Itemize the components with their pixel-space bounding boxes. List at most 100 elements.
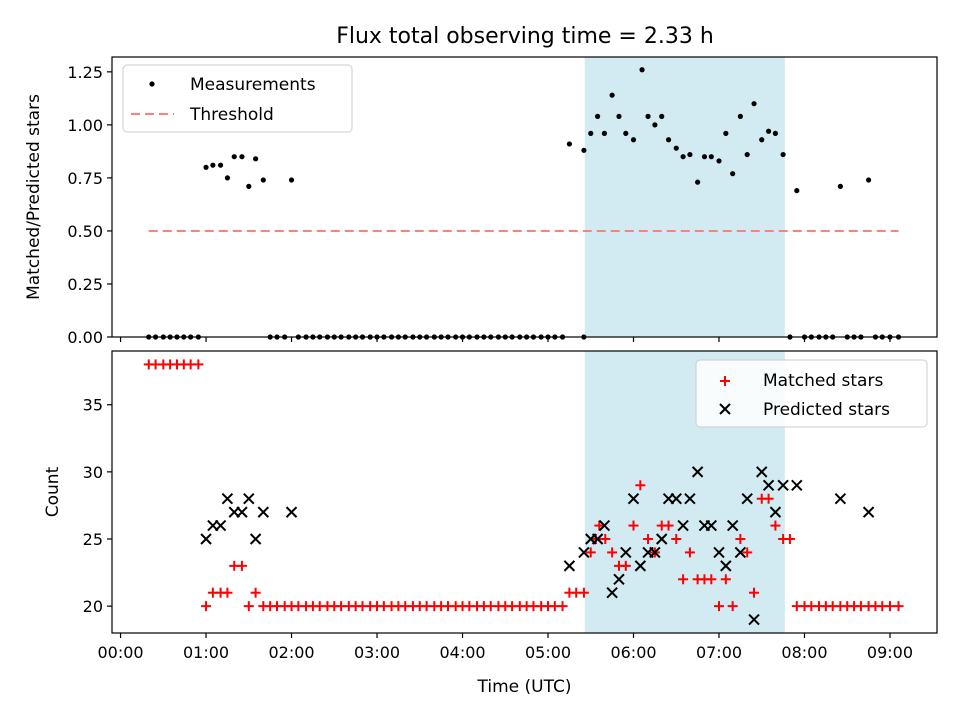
- data-point: [691, 466, 704, 478]
- y-tick-label: 20: [83, 597, 103, 616]
- data-point: [601, 130, 608, 136]
- data-point: [791, 479, 803, 491]
- legend: Matched stars Predicted stars: [695, 359, 928, 428]
- data-point: [594, 520, 605, 531]
- data-point: [794, 188, 800, 194]
- data-point: [705, 519, 718, 532]
- legend-marker-measurements: [149, 81, 155, 87]
- series-matched-stars: [143, 359, 904, 612]
- data-point: [684, 547, 695, 558]
- data-point: [652, 122, 658, 128]
- data-point: [663, 520, 674, 531]
- data-point: [249, 533, 262, 545]
- data-point: [769, 506, 782, 518]
- legend-box: [695, 359, 928, 428]
- y-axis-label: Count: [43, 466, 63, 517]
- y-tick-label: 0.25: [67, 275, 103, 294]
- data-point: [673, 145, 679, 151]
- data-point: [748, 613, 760, 626]
- data-point: [770, 520, 781, 531]
- data-point: [763, 493, 774, 504]
- data-point: [893, 601, 904, 612]
- data-point: [834, 493, 847, 505]
- x-tick-label: 02:00: [268, 643, 314, 662]
- data-point: [578, 587, 589, 598]
- data-point: [866, 177, 872, 183]
- data-point: [201, 601, 212, 612]
- data-point: [236, 560, 247, 571]
- data-point: [210, 162, 216, 168]
- data-point: [716, 158, 722, 164]
- data-point: [609, 92, 615, 98]
- data-point: [730, 171, 736, 177]
- data-point: [695, 179, 701, 185]
- data-point: [623, 130, 629, 136]
- legend-label: Predicted stars: [763, 400, 890, 420]
- data-point: [200, 533, 212, 545]
- data-point: [784, 534, 795, 544]
- data-point: [708, 154, 714, 160]
- axes-frame: [111, 350, 938, 634]
- data-point: [742, 547, 753, 558]
- data-point: [285, 506, 298, 518]
- data-point: [250, 587, 261, 598]
- data-point: [600, 534, 611, 544]
- x-axis-label: Time (UTC): [477, 677, 572, 697]
- legend-label: Threshold: [189, 105, 274, 125]
- data-point: [643, 534, 654, 544]
- data-point: [862, 506, 875, 518]
- legend-box: [122, 64, 353, 133]
- data-point: [260, 177, 266, 183]
- data-point: [598, 519, 611, 532]
- data-point: [635, 480, 646, 491]
- axes-frame: [111, 56, 938, 338]
- legend-marker-matched: [720, 376, 730, 386]
- data-point: [645, 113, 651, 119]
- data-point: [735, 534, 746, 544]
- data-point: [649, 546, 661, 559]
- data-point: [744, 151, 750, 158]
- data-point: [665, 137, 672, 143]
- legend-label: Matched stars: [763, 371, 883, 391]
- data-point: [720, 560, 732, 572]
- data-point: [221, 493, 234, 505]
- data-point: [246, 183, 252, 189]
- data-point: [749, 587, 760, 598]
- data-point: [772, 130, 779, 136]
- y-axis-label: Matched/Predicted stars: [24, 94, 44, 300]
- data-point: [726, 519, 739, 532]
- data-point: [616, 113, 622, 119]
- data-point: [613, 573, 625, 585]
- count-panel: 20 25 30 35 00:00 01:00 02:00 03:00 04:00 05:00 06…: [43, 350, 938, 697]
- data-point: [884, 601, 895, 612]
- data-point: [737, 113, 743, 119]
- data-point: [713, 601, 724, 612]
- data-point: [585, 547, 596, 558]
- x-tick-label: 06:00: [610, 643, 656, 662]
- x-tick-label: 07:00: [696, 643, 742, 662]
- y-tick-label: 0.50: [67, 222, 103, 241]
- data-point: [706, 574, 717, 585]
- series-predicted-stars: [200, 466, 875, 626]
- data-point: [217, 162, 224, 168]
- data-point: [639, 67, 645, 73]
- data-point: [777, 479, 789, 491]
- data-point: [759, 137, 765, 143]
- data-point: [620, 560, 631, 571]
- data-point: [741, 493, 753, 505]
- data-point: [780, 151, 786, 158]
- data-point: [203, 164, 209, 170]
- data-point: [588, 130, 594, 136]
- y-tick-label: 1.25: [67, 63, 103, 82]
- data-point: [678, 574, 689, 585]
- data-point: [193, 359, 204, 370]
- data-point: [765, 128, 772, 134]
- y-tick-label: 0.75: [67, 169, 103, 188]
- x-tick-label: 08:00: [781, 643, 827, 662]
- y-tick-label: 1.00: [67, 116, 103, 135]
- data-point: [607, 547, 618, 558]
- data-point: [563, 560, 576, 572]
- data-point: [677, 519, 689, 532]
- x-tick-label: 05:00: [525, 643, 571, 662]
